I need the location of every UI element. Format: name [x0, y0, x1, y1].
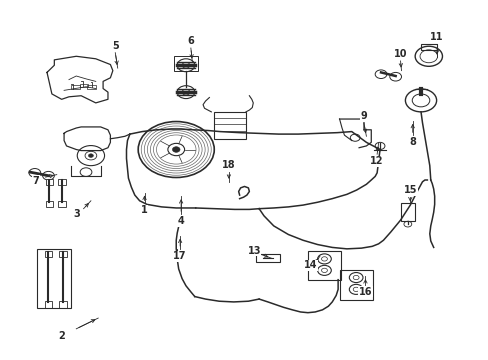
Text: 13: 13 — [247, 246, 261, 256]
Bar — [400, 203, 414, 221]
Text: 4: 4 — [177, 216, 184, 226]
Bar — [420, 44, 436, 50]
Bar — [45, 179, 53, 185]
Text: 18: 18 — [222, 160, 235, 170]
Text: 9: 9 — [360, 111, 366, 121]
Text: 5: 5 — [112, 41, 119, 50]
Bar — [59, 301, 67, 308]
Bar — [71, 85, 80, 89]
Text: 2: 2 — [58, 331, 65, 341]
Bar — [87, 85, 96, 89]
Bar — [80, 84, 88, 87]
Bar — [59, 251, 67, 257]
Text: 12: 12 — [369, 156, 383, 166]
Text: 3: 3 — [73, 209, 80, 219]
Bar — [37, 249, 71, 309]
Text: 11: 11 — [429, 32, 443, 42]
Text: 1: 1 — [141, 206, 147, 216]
Circle shape — [172, 147, 180, 152]
Text: 16: 16 — [358, 287, 371, 297]
Bar — [58, 201, 65, 207]
Bar — [45, 201, 53, 207]
Circle shape — [88, 154, 93, 157]
Text: 10: 10 — [393, 49, 407, 59]
Text: 6: 6 — [187, 36, 194, 46]
Bar — [339, 270, 372, 300]
Bar — [58, 179, 65, 185]
Bar — [44, 301, 52, 308]
Text: 7: 7 — [32, 176, 39, 186]
Text: 17: 17 — [173, 251, 186, 261]
Text: 15: 15 — [403, 185, 416, 195]
Bar — [214, 112, 245, 139]
Text: 8: 8 — [408, 138, 415, 147]
Bar — [173, 56, 198, 71]
Bar — [44, 251, 52, 257]
Bar — [307, 251, 340, 280]
Text: 14: 14 — [303, 260, 316, 270]
Bar — [255, 254, 280, 262]
